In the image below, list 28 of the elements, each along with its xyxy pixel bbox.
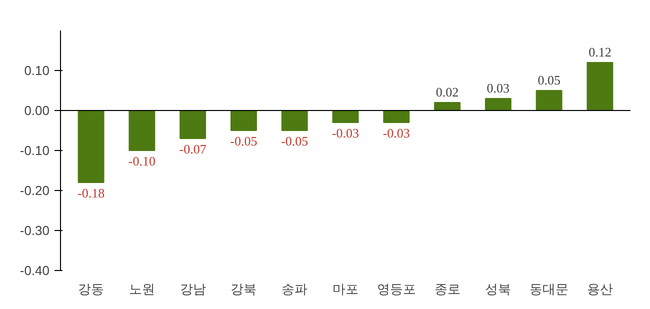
x-tick-label: 강북 (230, 282, 257, 296)
data-label: -0.03 (332, 126, 360, 140)
data-label: -0.10 (128, 154, 156, 168)
y-tick-label: 0.00 (24, 103, 50, 118)
x-tick-label: 성북 (485, 282, 512, 296)
y-tick-label: 0.10 (24, 63, 50, 78)
x-tick-label: 동대문 (530, 282, 569, 296)
y-tick-label: -0.30 (20, 223, 50, 238)
x-tick-label: 송파 (282, 282, 308, 296)
data-label: -0.18 (77, 186, 105, 200)
data-label: 0.02 (436, 84, 459, 100)
x-tick-label: 강남 (180, 282, 206, 296)
y-tick-label: -0.10 (20, 143, 50, 158)
x-tick-label: 노원 (128, 282, 155, 296)
data-label: 0.05 (538, 72, 560, 88)
data-label: 0.12 (588, 44, 612, 60)
x-tick-label: 용산 (586, 282, 613, 296)
data-label: 0.03 (486, 80, 510, 96)
data-label: -0.03 (382, 126, 410, 140)
x-tick-label: 강동 (78, 282, 104, 296)
data-label: -0.05 (281, 134, 308, 148)
x-tick-label: 영등포 (376, 282, 416, 296)
x-tick-label: 마포 (332, 282, 358, 296)
y-tick-label: -0.40 (20, 263, 50, 278)
data-label: -0.07 (179, 142, 207, 156)
data-label: -0.05 (230, 134, 258, 148)
y-tick-label: -0.20 (20, 183, 50, 198)
x-tick-label: 종로 (434, 282, 460, 296)
